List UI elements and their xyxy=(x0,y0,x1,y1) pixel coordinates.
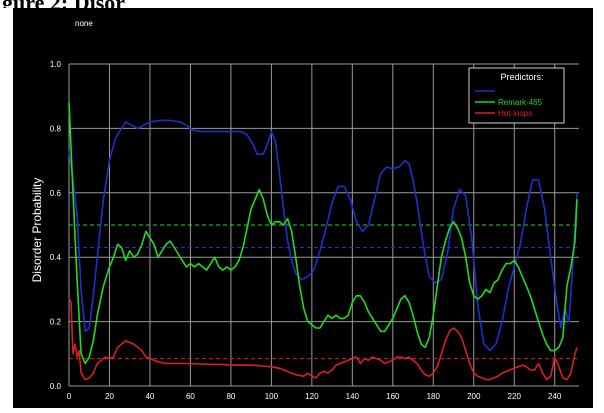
x-tick-label: 40 xyxy=(145,392,154,401)
disorder-chart: none Disorder Probability 0 20 40 60 80 100 12… xyxy=(30,19,579,401)
series-line xyxy=(68,298,578,381)
y-axis-label: Disorder Probability xyxy=(30,178,44,283)
x-tick-label: 180 xyxy=(427,392,441,401)
y-tick-label: 0.8 xyxy=(50,124,62,133)
legend-box xyxy=(468,67,565,124)
figure-heading: gure 2: Disor xyxy=(2,0,125,8)
plot-frame: none Disorder Probability 0 20 40 60 80 100 12… xyxy=(13,8,593,408)
x-tick-label: 240 xyxy=(548,392,562,401)
threshold-lines xyxy=(69,224,579,360)
x-tick-label: 100 xyxy=(265,392,279,401)
x-tick-label: 80 xyxy=(226,392,235,401)
series-line xyxy=(68,119,578,352)
chart-title: none xyxy=(75,19,93,28)
x-tick-label: 200 xyxy=(467,392,481,401)
legend: Predictors: Remark-465 Hot-loops xyxy=(468,67,565,124)
x-tick-label: 120 xyxy=(305,392,319,401)
y-tick-label: 1.0 xyxy=(50,60,62,69)
y-tick-label: 0.2 xyxy=(50,318,62,327)
legend-label: Hot-loops xyxy=(498,109,532,118)
x-tick-label: 140 xyxy=(346,392,360,401)
legend-label: Remark-465 xyxy=(498,98,543,107)
x-tick-label: 20 xyxy=(105,392,114,401)
x-tick-label: 60 xyxy=(186,392,195,401)
y-tick-label: 0.4 xyxy=(50,253,62,262)
series-line xyxy=(68,102,578,365)
x-tick-label: 0 xyxy=(67,392,72,401)
y-tick-label: 0.0 xyxy=(50,382,62,391)
y-tick-label: 0.6 xyxy=(50,189,62,198)
axis-ticks: 0 20 40 60 80 100 120 140 160 180 200 220 240 0.0 0.2 0… xyxy=(50,60,562,401)
legend-items: Remark-465 Hot-loops xyxy=(475,90,543,118)
legend-title: Predictors: xyxy=(500,72,543,82)
x-tick-label: 160 xyxy=(386,392,400,401)
x-tick-label: 220 xyxy=(508,392,522,401)
series-lines xyxy=(68,102,578,381)
